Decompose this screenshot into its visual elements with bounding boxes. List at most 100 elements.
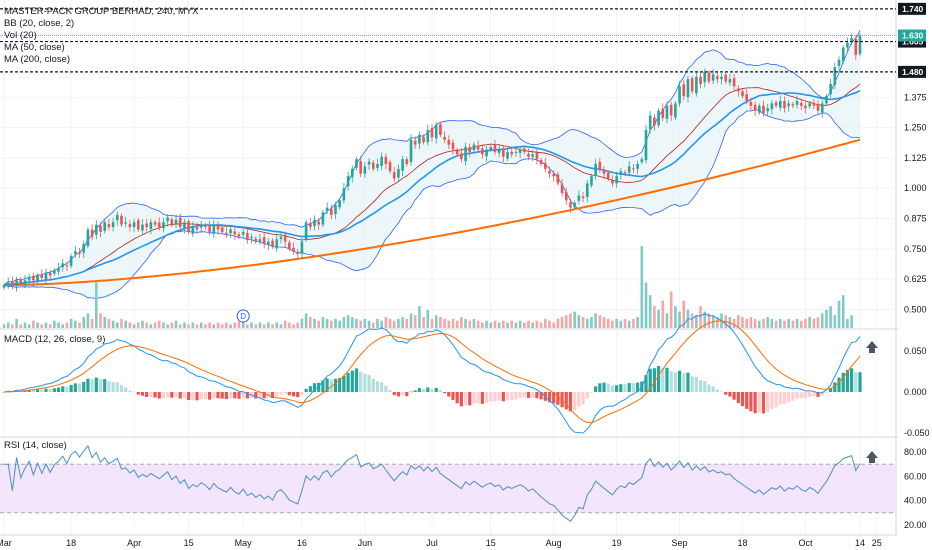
volume-bar [174, 320, 178, 328]
candle-body [275, 239, 279, 249]
volume-bar [32, 320, 35, 328]
macd-histogram-bar [237, 392, 241, 399]
rsi-title[interactable]: RSI (14, close) [4, 440, 67, 451]
volume-bar [19, 324, 23, 328]
candle-body [497, 149, 501, 153]
candle-body [611, 180, 614, 184]
macd-histogram-bar [401, 392, 405, 396]
dividend-marker-label: D [240, 312, 246, 321]
volume-bar [426, 309, 430, 328]
volume-bar [300, 318, 304, 328]
symbol-title[interactable]: MASTER-PACK GROUP BERHAD, 240, MYX [4, 6, 199, 17]
volume-bar [523, 322, 526, 328]
candle-body [334, 205, 337, 214]
volume-bar [128, 322, 132, 328]
candle-body [560, 184, 564, 194]
macd-histogram-bar [56, 387, 61, 392]
macd-histogram-bar [602, 382, 606, 392]
macd-histogram-bar [850, 368, 854, 392]
time-tick-label: 18 [738, 538, 748, 548]
macd-title[interactable]: MACD (12, 26, close, 9) [4, 334, 106, 345]
candle-body [627, 166, 631, 173]
macd-histogram-bar [526, 392, 531, 398]
candle-body [707, 72, 711, 82]
volume-bar [48, 324, 52, 328]
macd-histogram-bar [161, 392, 166, 399]
indicator-ma50[interactable]: MA (50, close) [4, 42, 65, 53]
macd-histogram-bar [623, 384, 627, 392]
candle-body [657, 110, 660, 126]
volume-bar [460, 317, 463, 328]
macd-histogram-bar [224, 392, 228, 400]
indicator-bb[interactable]: BB (20, close, 2) [4, 18, 75, 29]
current-price-tag [898, 29, 926, 42]
volume-bar [590, 317, 593, 328]
candle-body [762, 105, 765, 114]
macd-histogram-bar [577, 392, 581, 407]
volume-bar [497, 322, 501, 328]
macd-histogram-bar [606, 383, 610, 392]
macd-histogram-bar [795, 392, 799, 399]
price-panel[interactable]: D [0, 8, 896, 323]
macd-panel[interactable] [2, 313, 862, 434]
macd-histogram-bar [321, 380, 325, 392]
volume-bar [745, 318, 749, 328]
macd-histogram-bar [203, 392, 208, 399]
candle-body [556, 174, 560, 184]
price-tick-label: 0.750 [904, 244, 927, 254]
volume-bar [749, 317, 753, 328]
macd-histogram-bar [333, 378, 338, 392]
bollinger-basis-line [3, 83, 861, 286]
price-tick-label: 1.125 [904, 153, 927, 163]
volume-bar [250, 322, 253, 328]
arrow-up-icon [866, 451, 878, 463]
macd-histogram-bar [187, 392, 191, 401]
macd-histogram-bar [753, 392, 757, 414]
indicator-ma200[interactable]: MA (200, close) [4, 54, 70, 65]
volume-bar [430, 318, 434, 328]
macd-histogram-bar [837, 377, 841, 392]
volume-bar [699, 306, 702, 328]
price-axis[interactable]: 1.375 1.250 1.125 1.000 0.875 0.750 0.625 0.500… [866, 2, 930, 530]
candle-body [11, 280, 14, 286]
volume-bar [510, 320, 514, 328]
level-price-label: 1.605 [902, 37, 924, 47]
candle-body [737, 88, 740, 92]
candle-body [388, 162, 392, 172]
macd-histogram-bar [329, 379, 333, 392]
macd-histogram-bar [48, 388, 52, 392]
volume-bar [439, 317, 442, 328]
candle-body [418, 134, 421, 144]
macd-histogram-bar [308, 386, 312, 392]
candle-body [770, 103, 774, 110]
candle-body [212, 224, 216, 234]
candle-body [350, 168, 354, 178]
macd-histogram-bar [291, 392, 296, 397]
macd-histogram-bar [208, 392, 212, 400]
macd-histogram-bar [489, 392, 493, 402]
volume-bar [837, 300, 841, 328]
volume-bar [737, 315, 740, 328]
macd-histogram-bar [174, 392, 178, 398]
macd-histogram-bar [782, 392, 787, 404]
macd-histogram-bar [673, 372, 677, 392]
macd-histogram-bar [73, 383, 77, 392]
volume-bar [787, 318, 790, 328]
legend: MASTER-PACK GROUP BERHAD, 240, MYX BB (2… [4, 6, 198, 66]
candle-body [74, 251, 77, 255]
volume-bar [103, 317, 107, 328]
candle-body [44, 273, 48, 280]
volume-bar [409, 313, 413, 328]
volume-bar [455, 320, 459, 328]
rsi-panel[interactable] [0, 444, 896, 522]
indicator-vol[interactable]: Vol (20) [4, 30, 37, 41]
volume-bar [44, 322, 48, 328]
macd-histogram-bar [644, 375, 648, 392]
volume-bar [95, 282, 98, 328]
macd-histogram-bar [799, 392, 803, 399]
macd-histogram-bar [304, 388, 308, 392]
time-axis[interactable]: Mar 18 Apr 15 May 16 Jun Jul 15 Aug 19 Sep 18 Oct 14 25 [0, 538, 882, 548]
candle-body [564, 192, 568, 201]
candle-body [313, 219, 316, 227]
